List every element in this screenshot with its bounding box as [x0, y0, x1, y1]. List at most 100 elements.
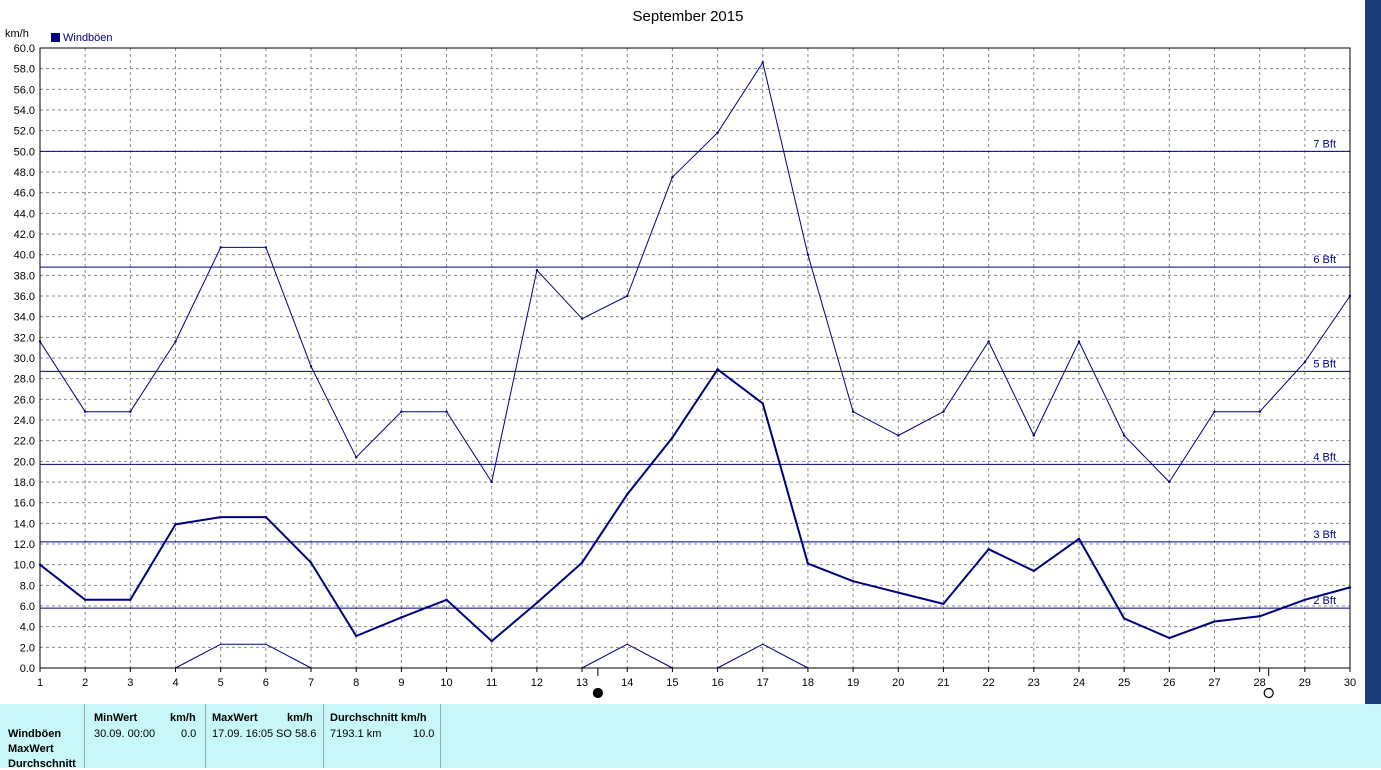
x-tick-label: 30 [1344, 677, 1356, 689]
min-value: 0.0 [181, 728, 197, 740]
series-average-point [1077, 537, 1081, 541]
y-tick-label: 10.0 [14, 560, 35, 572]
series-max-point [1032, 434, 1035, 437]
series-max-point [219, 246, 222, 249]
min-unit: km/h [170, 712, 196, 724]
grid [40, 48, 1350, 668]
y-tick-label: 18.0 [14, 477, 35, 489]
series-average-point [445, 598, 448, 601]
y-tick-label: 34.0 [14, 312, 35, 324]
series-max-point [490, 480, 493, 484]
y-tick-label: 42.0 [14, 229, 35, 241]
series-average-point [38, 563, 42, 566]
series-max-point [445, 410, 448, 413]
y-tick-label: 56.0 [14, 84, 35, 96]
y-tick-label: 26.0 [14, 394, 35, 406]
y-tick-label: 50.0 [14, 146, 35, 158]
series-max-point [535, 268, 539, 272]
series-average-point [219, 515, 222, 519]
y-tick-label: 24.0 [14, 415, 35, 427]
series-max-point [806, 253, 810, 256]
avg-value: 10.0 [413, 728, 435, 740]
series-max-point [129, 410, 132, 413]
series-average-point [987, 547, 990, 551]
x-tick-label: 2 [82, 677, 88, 689]
series-max-point [987, 340, 990, 343]
series-max-point [671, 175, 674, 179]
series-min-segment [175, 643, 312, 669]
x-tick-label: 9 [398, 677, 404, 689]
series-average-point [897, 591, 900, 594]
y-tick-label: 54.0 [14, 105, 35, 117]
y-tick-label: 48.0 [14, 167, 35, 179]
y-tick-label: 28.0 [14, 374, 35, 386]
legend-label: Windböen [63, 32, 113, 44]
series-average-point [83, 598, 87, 601]
y-tick-label: 40.0 [14, 250, 35, 262]
series-average-point [580, 561, 584, 564]
avg-header: Durchschnitt km/h [330, 712, 427, 724]
x-tick-label: 29 [1299, 677, 1311, 689]
x-tick-label: 1 [37, 677, 43, 689]
x-tick-label: 13 [576, 677, 588, 689]
series-average-point [355, 634, 358, 638]
x-tick-label: 15 [666, 677, 678, 689]
x-tick-label: 26 [1163, 677, 1175, 689]
statistics-panel: Windböen MaxWert Durchschnitt MinWert km… [0, 704, 1381, 770]
series-max-point [400, 410, 403, 413]
x-tick-label: 25 [1118, 677, 1130, 689]
window-edge [1365, 0, 1381, 704]
series-average-line [39, 368, 1351, 643]
y-tick-label: 0.0 [20, 663, 35, 675]
x-tick-label: 16 [711, 677, 723, 689]
series-average-point [1258, 615, 1261, 618]
beaufort-label: 7 Bft [1313, 138, 1336, 150]
beaufort-label: 4 Bft [1313, 451, 1336, 463]
y-tick-label: 46.0 [14, 188, 35, 200]
wind-chart: September 2015 km/h Windböen 2 Bft 3 Bft 4… [5, 8, 1357, 699]
series-average-point [1213, 620, 1216, 623]
series-average-point [1303, 598, 1307, 601]
series-average-point [851, 580, 855, 583]
x-tick-label: 8 [353, 677, 359, 689]
series-average-point [490, 639, 493, 643]
x-tick-label: 12 [531, 677, 543, 689]
y-tick-label: 52.0 [14, 126, 35, 138]
x-tick-label: 7 [308, 677, 314, 689]
series-average-point [1122, 617, 1126, 620]
series-max-point [580, 317, 584, 320]
y-tick-label: 2.0 [20, 642, 35, 654]
series-max-point [83, 410, 87, 413]
x-tick-label: 24 [1073, 677, 1085, 689]
x-tick-label: 21 [937, 677, 949, 689]
y-tick-label: 4.0 [20, 622, 35, 634]
max-unit: km/h [287, 712, 313, 724]
series-average-point [174, 523, 177, 526]
series-min-segment [581, 643, 673, 669]
max-date: 17.09. 16:05 [212, 728, 274, 740]
series-max-point [355, 456, 358, 459]
series-max-point [264, 246, 268, 249]
min-date: 30.09. 00:00 [94, 728, 156, 740]
beaufort-lines: 2 Bft 3 Bft 4 Bft 5 Bft 6 Bft 7 Bft [40, 138, 1350, 609]
x-tick-label: 17 [757, 677, 769, 689]
series [38, 61, 1352, 669]
series-max-point [1213, 410, 1216, 413]
series-max-point [1122, 434, 1126, 437]
avg-distance: 7193.1 km [330, 728, 382, 740]
axes: 0.0 2.0 4.0 6.0 8.0 10.0 12.0 14.0 16.0 18.0 20.0 2… [14, 43, 1357, 689]
x-tick-label: 22 [982, 677, 994, 689]
row-label-windboeen: Windböen [8, 728, 62, 740]
y-tick-label: 8.0 [20, 580, 35, 592]
series-average-point [1032, 569, 1035, 573]
series-max-point [1303, 360, 1307, 364]
moon-markers [592, 668, 1274, 699]
series-max-point [1258, 410, 1261, 413]
series-average-point [671, 436, 674, 439]
x-tick-label: 3 [127, 677, 133, 689]
y-tick-label: 58.0 [14, 64, 35, 76]
beaufort-label: 3 Bft [1313, 529, 1336, 541]
max-value: SO 58.6 [276, 728, 317, 740]
series-max-point [1348, 294, 1352, 298]
legend-swatch [51, 33, 60, 42]
